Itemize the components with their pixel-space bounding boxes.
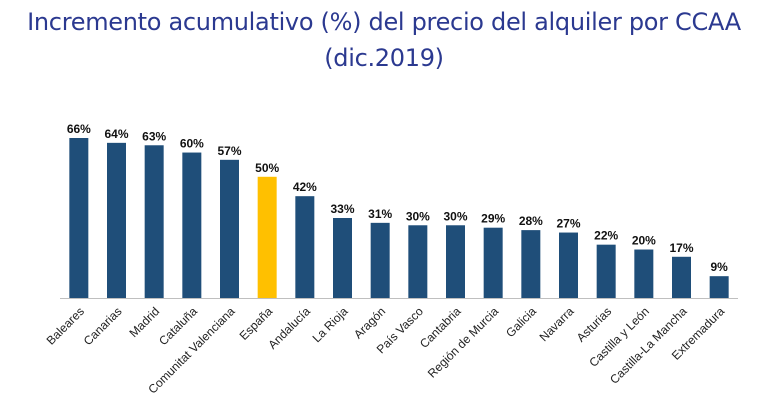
data-label: 30% <box>443 209 467 223</box>
data-label: 9% <box>710 260 728 274</box>
data-label: 17% <box>669 241 693 255</box>
data-label: 29% <box>481 212 505 226</box>
bar <box>144 145 164 298</box>
bar <box>182 152 202 298</box>
data-label: 20% <box>632 234 656 248</box>
x-tick-label: Canarias <box>81 304 125 348</box>
bar <box>709 276 729 298</box>
bar <box>295 196 315 298</box>
bar <box>107 142 126 298</box>
x-tick-label: Madrid <box>126 304 162 340</box>
data-label: 33% <box>330 202 354 216</box>
data-label: 60% <box>180 137 204 151</box>
x-tick-label: Navarra <box>537 304 577 344</box>
bar <box>634 249 654 298</box>
data-label: 30% <box>406 209 430 223</box>
x-tick-label: Galicia <box>503 304 539 340</box>
data-label: 42% <box>293 180 317 194</box>
data-label: 64% <box>104 127 128 141</box>
bar <box>672 256 691 298</box>
bar <box>521 230 541 298</box>
chart-subtitle: (dic.2019) <box>324 44 444 72</box>
bar <box>446 225 465 298</box>
bar <box>596 244 616 298</box>
x-tick-label: La Rioja <box>310 304 351 345</box>
x-tick-label: Andalucía <box>265 304 313 352</box>
chart-title: Incremento acumulativo (%) del precio de… <box>27 8 741 36</box>
data-label: 31% <box>368 207 392 221</box>
bar <box>370 222 390 298</box>
x-tick-label: Región de Murcia <box>425 304 502 381</box>
data-label: 63% <box>142 129 166 143</box>
x-tick-label: Baleares <box>44 304 87 347</box>
data-label: 28% <box>519 214 543 228</box>
bar <box>333 218 352 298</box>
bar <box>559 232 578 298</box>
bar <box>220 159 239 298</box>
data-label: 66% <box>67 122 91 136</box>
data-label: 27% <box>556 217 580 231</box>
data-label: 50% <box>255 161 279 175</box>
data-label: 22% <box>594 229 618 243</box>
bar <box>69 138 89 298</box>
bar <box>483 227 503 298</box>
data-label: 57% <box>217 144 241 158</box>
bar <box>257 176 277 298</box>
bar <box>408 225 428 298</box>
x-tick-label: Aragón <box>351 304 388 341</box>
